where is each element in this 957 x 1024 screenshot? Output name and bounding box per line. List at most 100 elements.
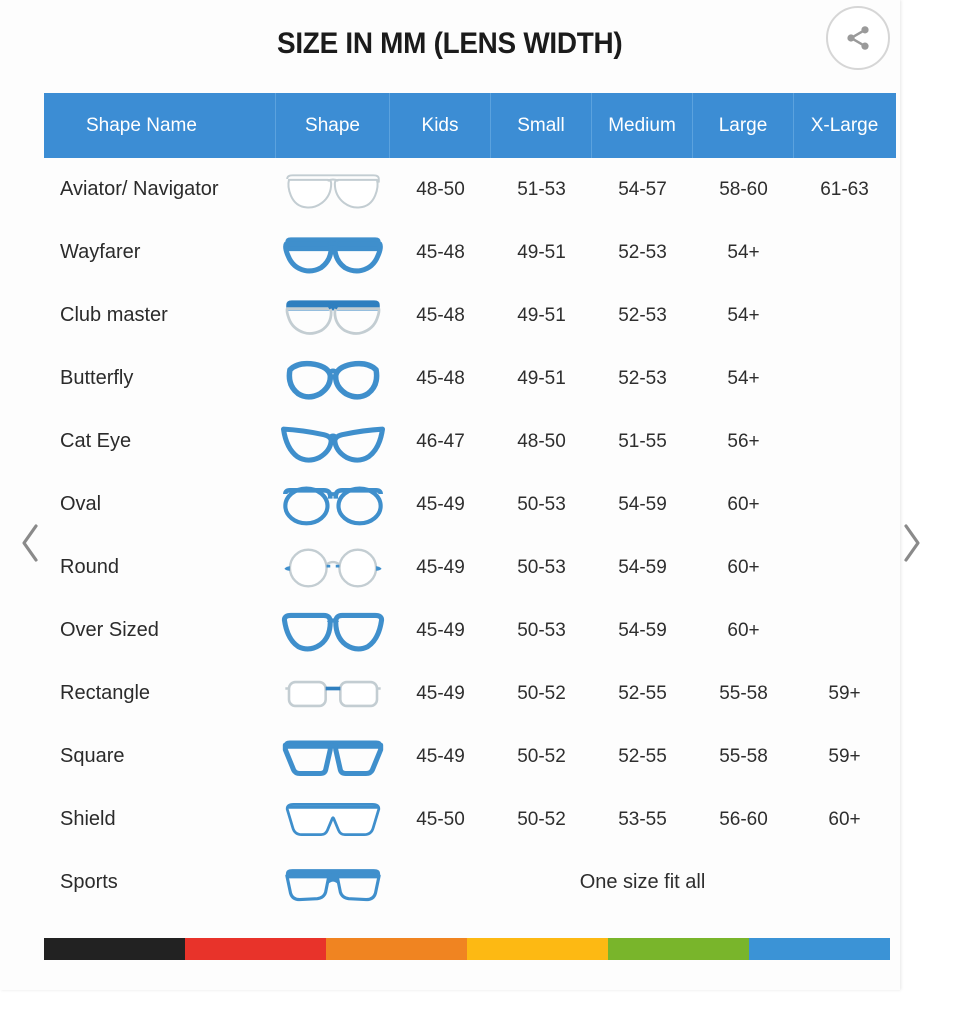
- shape-name-cell: Over Sized: [60, 619, 159, 641]
- table-header-row: Shape Name Shape Kids Small Medium Large…: [44, 93, 896, 158]
- previous-arrow-button[interactable]: [2, 515, 58, 575]
- one-size-fit-all-cell: One size fit all: [579, 871, 706, 893]
- size-cell-large: 58-60: [719, 178, 768, 200]
- shape-name-cell: Wayfarer: [60, 241, 141, 263]
- shape-icon-cell: [276, 166, 390, 214]
- column-header-shape: Shape: [276, 93, 390, 158]
- size-cell-large: 60+: [727, 493, 760, 515]
- size-cell-small: 50-53: [517, 493, 566, 515]
- size-cell-medium: 52-55: [618, 745, 667, 767]
- color-swatch-2: [184, 938, 326, 960]
- size-cell-kids: 45-49: [416, 556, 465, 578]
- table-row: Oval 45-49 50-53 54-59 60+: [44, 473, 896, 536]
- sports-glasses-icon: [277, 859, 389, 907]
- size-cell-xlarge: 59+: [828, 745, 861, 767]
- shape-icon-cell: [276, 733, 390, 781]
- size-cell-small: 49-51: [517, 367, 566, 389]
- shape-name-cell: Butterfly: [60, 367, 134, 389]
- shape-name-cell: Cat Eye: [60, 430, 132, 452]
- clubmaster-glasses-icon: [278, 292, 388, 340]
- size-cell-large: 56+: [727, 430, 760, 452]
- shape-icon-cell: [276, 859, 390, 907]
- size-cell-kids: 46-47: [416, 430, 465, 452]
- color-swatch-3: [325, 938, 467, 960]
- table-row: Butterfly 45-48 49-51 52-53 54+: [44, 347, 896, 410]
- size-cell-kids: 45-48: [416, 367, 465, 389]
- shape-icon-cell: [276, 292, 390, 340]
- size-cell-xlarge: 61-63: [820, 178, 869, 200]
- share-button[interactable]: [826, 6, 890, 70]
- size-cell-small: 49-51: [517, 241, 566, 263]
- table-row: Wayfarer 45-48 49-51 52-53 54+: [44, 221, 896, 284]
- shape-icon-cell: [276, 229, 390, 277]
- size-cell-medium: 52-53: [618, 304, 667, 326]
- size-cell-large: 55-58: [719, 682, 768, 704]
- table-row: Round 45-49 50-53 54-59 60+: [44, 536, 896, 599]
- shape-name-cell: Oval: [60, 493, 102, 515]
- shape-icon-cell: [276, 607, 390, 655]
- size-chart-card: SIZE IN MM (LENS WIDTH) Shape Name Shape…: [0, 0, 900, 960]
- cateye-glasses-icon: [278, 418, 388, 466]
- page-title: SIZE IN MM (LENS WIDTH): [277, 27, 623, 60]
- size-cell-large: 54+: [727, 241, 760, 263]
- size-cell-large: 56-60: [719, 808, 768, 830]
- size-cell-large: 60+: [727, 556, 760, 578]
- color-swatch-4: [466, 938, 608, 960]
- oval-glasses-icon: [278, 481, 388, 529]
- shape-icon-cell: [276, 544, 390, 592]
- table-row: Club master 45-48 49-51 52-53 54+: [44, 284, 896, 347]
- table-row: Over Sized 45-49 50-53 54-59 60+: [44, 599, 896, 662]
- wayfarer-glasses-icon: [278, 229, 388, 277]
- color-swatch-bar: [44, 938, 890, 960]
- oversized-glasses-icon: [278, 607, 388, 655]
- size-cell-kids: 45-50: [416, 808, 465, 830]
- shape-icon-cell: [276, 418, 390, 466]
- size-cell-medium: 52-55: [618, 682, 667, 704]
- table-row: Shield 45-50 50-52 53-55 56-60 60+: [44, 788, 896, 851]
- color-swatch-1: [44, 938, 185, 960]
- shape-name-cell: Shield: [60, 808, 116, 830]
- column-header-shape-name: Shape Name: [44, 93, 276, 158]
- table-body: Aviator/ Navigator 48-50 51-53 54-57 58-60 61…: [44, 158, 896, 914]
- size-cell-large: 55-58: [719, 745, 768, 767]
- shape-name-cell: Aviator/ Navigator: [60, 178, 219, 200]
- shape-icon-cell: [276, 481, 390, 529]
- shape-icon-cell: [276, 355, 390, 403]
- column-header-small: Small: [491, 93, 592, 158]
- column-header-kids: Kids: [390, 93, 491, 158]
- size-cell-medium: 52-53: [618, 367, 667, 389]
- column-header-xlarge: X-Large: [810, 114, 879, 136]
- size-cell-kids: 45-48: [416, 241, 465, 263]
- shape-icon-cell: [276, 670, 390, 718]
- shape-icon-cell: [276, 796, 390, 844]
- column-header-medium: Medium: [592, 93, 693, 158]
- size-cell-medium: 54-57: [618, 178, 667, 200]
- size-chart-table: Shape Name Shape Kids Small Medium Large…: [44, 93, 896, 914]
- size-cell-kids: 48-50: [416, 178, 465, 200]
- table-row: Aviator/ Navigator 48-50 51-53 54-57 58-60 61…: [44, 158, 896, 221]
- color-swatch-6: [748, 938, 890, 960]
- square-glasses-icon: [278, 733, 388, 781]
- size-cell-kids: 45-48: [416, 304, 465, 326]
- size-cell-small: 50-52: [517, 808, 566, 830]
- table-row: Sports One size fit all: [44, 851, 896, 914]
- title-bar: SIZE IN MM (LENS WIDTH): [0, 0, 900, 88]
- aviator-glasses-icon: [278, 166, 388, 214]
- size-cell-small: 50-53: [517, 556, 566, 578]
- size-cell-xlarge: 59+: [828, 682, 861, 704]
- size-cell-medium: 54-59: [618, 556, 667, 578]
- shape-name-cell: Round: [60, 556, 119, 578]
- size-cell-small: 48-50: [517, 430, 566, 452]
- size-cell-kids: 45-49: [416, 682, 465, 704]
- shape-name-cell: Square: [60, 745, 125, 767]
- shield-glasses-icon: [278, 796, 388, 844]
- color-swatch-5: [607, 938, 749, 960]
- size-cell-small: 51-53: [517, 178, 566, 200]
- size-cell-large: 60+: [727, 619, 760, 641]
- size-cell-kids: 45-49: [416, 493, 465, 515]
- size-cell-medium: 51-55: [618, 430, 667, 452]
- size-cell-large: 54+: [727, 367, 760, 389]
- size-cell-small: 50-52: [517, 682, 566, 704]
- next-arrow-button[interactable]: [884, 515, 940, 575]
- size-cell-xlarge: 60+: [828, 808, 861, 830]
